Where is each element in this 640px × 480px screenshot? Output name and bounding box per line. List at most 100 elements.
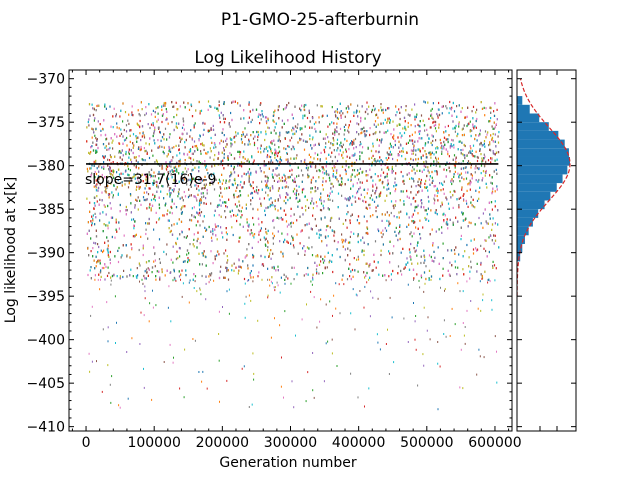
scatter-point [124,111,127,114]
scatter-point [426,128,428,131]
scatter-point [250,184,252,188]
scatter-point [290,148,293,151]
scatter-point [394,177,396,180]
scatter-point [478,178,480,182]
scatter-point [372,145,374,148]
scatter-point [274,143,276,146]
scatter-point [229,210,231,213]
scatter-point [184,146,186,149]
scatter-point [317,153,319,156]
scatter-point [463,193,465,196]
scatter-point [178,165,180,168]
scatter-point [223,134,225,137]
scatter-point [359,198,361,201]
scatter-point [249,274,251,277]
scatter-point [182,117,184,120]
scatter-point [268,161,270,164]
scatter-point [252,256,254,259]
scatter-point [130,160,133,164]
scatter-point [400,170,402,174]
scatter-point [429,183,431,186]
scatter-point [192,278,194,281]
scatter-point [246,133,248,136]
scatter-point [225,145,227,148]
scatter-point [276,154,279,158]
scatter-point [225,179,227,182]
scatter-point [147,193,150,196]
scatter-point [239,236,241,239]
scatter-point [333,239,336,243]
scatter-point [498,246,500,249]
scatter-point [304,195,306,198]
scatter-point [460,149,462,152]
scatter-point [416,164,418,167]
scatter-point [139,186,141,189]
scatter-point [168,149,170,153]
scatter-point [272,187,274,190]
scatter-point [218,214,220,217]
scatter-point [267,249,269,252]
scatter-point [457,266,459,269]
scatter-point [420,199,423,202]
scatter-point [221,151,223,154]
scatter-point [227,269,229,272]
scatter-point [87,247,89,250]
scatter-point [140,235,142,238]
scatter-point [384,213,386,216]
scatter-point [170,173,172,176]
scatter-point [144,270,146,273]
scatter-point [278,217,280,220]
scatter-point [302,213,304,216]
scatter-point [312,176,314,179]
scatter-point [269,186,271,190]
scatter-point [146,191,148,194]
scatter-point [449,146,451,149]
scatter-point [344,248,346,251]
scatter-point [281,218,283,221]
scatter-point [220,265,222,268]
scatter-point [105,188,107,191]
scatter-point [487,131,489,134]
scatter-point [225,231,227,234]
scatter-point [379,192,382,195]
scatter-point [239,183,241,187]
scatter-point [446,218,448,221]
scatter-point [294,192,296,195]
scatter-point [360,239,362,242]
scatter-point [375,114,377,117]
scatter-point [112,169,114,172]
scatter-point [95,186,97,189]
scatter-point [282,255,284,258]
scatter-point [423,254,425,257]
scatter-point [259,167,261,170]
scatter-point [94,212,96,215]
scatter-point [270,150,272,153]
scatter-point [294,125,297,128]
scatter-point [250,203,252,206]
scatter-point [414,131,416,134]
scatter-point [359,141,361,144]
scatter-point [263,150,265,153]
scatter-point [417,140,419,143]
scatter-point [287,145,289,148]
scatter-point [237,213,239,216]
scatter-point [472,198,474,201]
scatter-point [449,218,451,221]
scatter-point [425,277,427,281]
scatter-point [497,141,500,144]
scatter-point [171,212,173,215]
scatter-point [333,165,335,168]
scatter-point [158,126,160,129]
scatter-point [213,172,215,175]
scatter-point [112,170,114,173]
scatter-point [144,159,146,162]
scatter-point [275,150,277,153]
scatter-point [391,153,393,156]
scatter-point [304,125,306,128]
scatter-point [447,202,450,205]
scatter-point [237,272,239,275]
scatter-point [226,206,228,209]
scatter-point [417,123,419,126]
scatter-point [272,219,275,222]
scatter-point [323,259,326,262]
